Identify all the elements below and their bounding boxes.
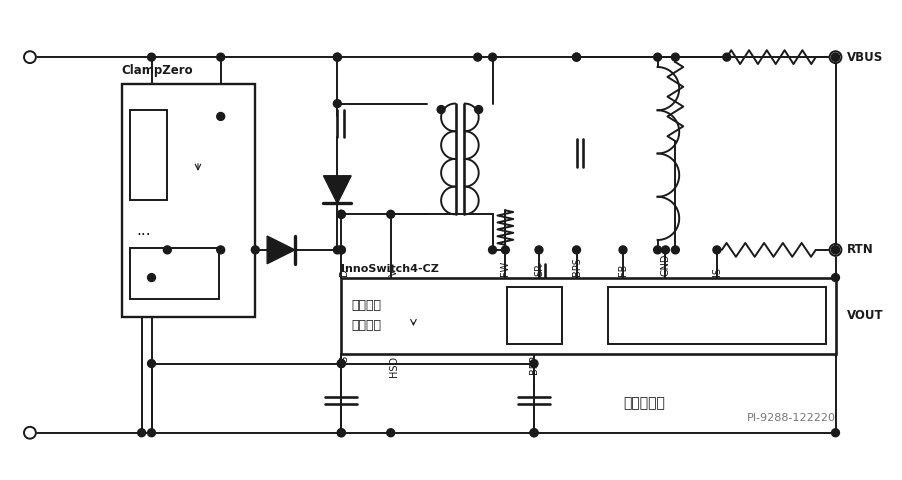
Circle shape [386,210,394,218]
Circle shape [722,53,730,61]
Circle shape [337,246,345,254]
Text: 及控制器: 及控制器 [351,319,381,332]
Circle shape [386,429,394,437]
Circle shape [713,246,720,254]
Circle shape [147,274,155,281]
Circle shape [24,427,36,439]
Text: VBUS: VBUS [846,51,883,64]
Circle shape [333,53,341,61]
Text: FB: FB [617,263,627,276]
Text: SR: SR [533,263,543,276]
Text: 次級側控制: 次級側控制 [622,396,664,410]
Circle shape [474,106,482,113]
Text: RTN: RTN [846,243,873,256]
Text: BPP: BPP [529,356,538,374]
Circle shape [251,246,259,254]
Circle shape [337,360,345,368]
Circle shape [474,53,481,61]
Circle shape [147,429,155,437]
Circle shape [529,429,538,437]
Circle shape [831,246,839,254]
Text: ...: ... [136,223,151,238]
Circle shape [829,244,841,256]
Circle shape [147,360,155,368]
Circle shape [501,246,509,254]
Circle shape [337,360,345,368]
Circle shape [333,53,341,61]
Circle shape [337,429,345,437]
Text: PI-9288-122220: PI-9288-122220 [746,413,834,423]
Circle shape [831,53,839,61]
Polygon shape [267,236,295,264]
Circle shape [216,246,225,254]
Text: S: S [339,356,349,362]
Text: VOUT: VOUT [846,309,883,322]
Bar [130,109,167,201]
Circle shape [572,53,580,61]
Circle shape [488,246,496,254]
Circle shape [216,112,225,120]
Circle shape [333,246,341,254]
Bar [122,84,255,317]
Circle shape [24,51,36,63]
Circle shape [572,53,580,61]
Bar [607,288,824,344]
Bar [507,288,561,344]
Circle shape [529,429,538,437]
Circle shape [619,246,626,254]
Circle shape [163,246,171,254]
Circle shape [337,246,345,254]
Text: InnoSwitch4-CZ: InnoSwitch4-CZ [341,264,438,274]
Text: FW: FW [500,260,510,276]
Text: IS: IS [711,266,721,276]
Text: V: V [388,269,399,276]
Bar [341,277,834,354]
Text: D: D [339,268,349,276]
Text: HSD: HSD [388,356,399,377]
Circle shape [831,274,839,281]
Circle shape [529,360,538,368]
Circle shape [147,53,155,61]
Circle shape [671,53,678,61]
Circle shape [488,53,496,61]
Circle shape [829,51,841,63]
Circle shape [137,429,145,437]
Circle shape [337,210,345,218]
Circle shape [831,246,839,254]
Circle shape [534,246,542,254]
Circle shape [653,246,661,254]
Circle shape [333,100,341,108]
Polygon shape [323,176,351,204]
Text: ClampZero: ClampZero [122,64,193,77]
Circle shape [337,429,345,437]
Circle shape [572,246,580,254]
Bar [130,248,218,300]
Text: GND: GND [659,253,670,276]
Circle shape [831,53,839,61]
Circle shape [831,429,839,437]
Text: BPS: BPS [571,257,581,276]
Text: 初級開關: 初級開關 [351,299,381,312]
Circle shape [661,246,668,254]
Circle shape [437,106,445,113]
Circle shape [337,210,345,218]
Circle shape [671,246,678,254]
Circle shape [653,53,661,61]
Circle shape [216,53,225,61]
